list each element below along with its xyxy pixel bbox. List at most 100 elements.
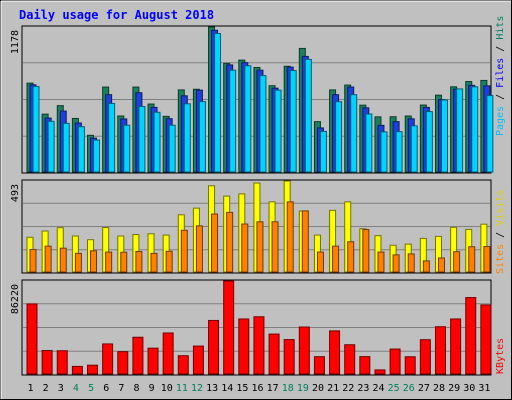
legend-sites: Sites	[495, 244, 506, 274]
bar-sites-day-4	[74, 252, 82, 273]
bar-sites-day-30	[468, 246, 476, 273]
bar-kbytes-day-16	[253, 316, 265, 375]
legend-kbytes: KBytes	[495, 338, 506, 374]
day-label-17: 17	[267, 383, 279, 394]
day-label-15: 15	[236, 383, 248, 394]
bar-kbytes-day-17	[268, 333, 280, 375]
bar-pages-day-15	[244, 65, 252, 173]
bar-sites-day-19	[301, 210, 309, 273]
bar-pages-day-20	[319, 130, 327, 173]
bar-kbytes-day-28	[434, 326, 446, 375]
day-label-12: 12	[191, 383, 203, 394]
bar-kbytes-day-12	[192, 345, 204, 375]
day-label-18: 18	[282, 383, 294, 394]
day-label-7: 7	[118, 383, 124, 394]
bar-sites-day-31	[483, 246, 491, 273]
legend-separator: /	[495, 40, 506, 58]
bar-kbytes-day-18	[283, 339, 295, 375]
bar-pages-day-24	[380, 131, 388, 173]
day-label-8: 8	[133, 383, 139, 394]
bar-pages-day-25	[395, 131, 403, 173]
day-label-27: 27	[418, 383, 430, 394]
bar-sites-day-25	[392, 254, 400, 273]
day-label-16: 16	[251, 383, 263, 394]
bar-kbytes-day-26	[404, 356, 416, 375]
bar-kbytes-day-29	[450, 318, 462, 375]
panel-hits_files_pages: 1178	[10, 25, 494, 174]
legend-separator: /	[495, 226, 506, 244]
legend-pages: Pages	[495, 106, 506, 136]
bar-kbytes-day-1	[26, 303, 38, 375]
bar-sites-day-1	[29, 248, 37, 273]
legend-kbytes: KBytes	[495, 338, 506, 374]
bar-pages-day-17	[274, 89, 282, 173]
bar-sites-day-12	[195, 225, 203, 273]
bar-pages-day-4	[77, 126, 85, 173]
day-label-24: 24	[373, 383, 385, 394]
bar-kbytes-day-5	[87, 364, 99, 375]
bar-sites-day-27	[422, 260, 430, 273]
bar-pages-day-22	[350, 94, 358, 173]
bar-kbytes-day-4	[71, 365, 83, 375]
bar-pages-day-5	[93, 139, 101, 173]
y-max-label-kbytes: 86220	[10, 284, 21, 314]
bar-sites-day-15	[241, 223, 249, 273]
panel-kbytes: 86220	[10, 279, 492, 376]
bar-pages-day-12	[198, 101, 206, 173]
bar-pages-day-19	[304, 58, 312, 173]
bar-sites-day-20	[316, 251, 324, 273]
day-label-13: 13	[206, 383, 218, 394]
bar-sites-day-26	[407, 253, 415, 273]
day-label-5: 5	[88, 383, 94, 394]
day-label-3: 3	[58, 383, 64, 394]
legend-hits: Hits	[495, 16, 506, 40]
bar-kbytes-day-10	[162, 332, 174, 375]
bar-kbytes-day-14	[223, 280, 235, 375]
bar-kbytes-day-23	[359, 356, 371, 375]
bar-pages-day-23	[365, 113, 373, 173]
legend-visits: Visits	[495, 190, 506, 226]
bar-sites-day-2	[44, 245, 52, 273]
bar-kbytes-day-21	[329, 330, 341, 375]
bar-pages-day-6	[108, 102, 116, 173]
day-label-21: 21	[327, 383, 339, 394]
day-label-11: 11	[176, 383, 188, 394]
bar-pages-day-7	[123, 124, 131, 173]
bar-sites-day-28	[437, 257, 445, 273]
bar-kbytes-day-2	[41, 349, 53, 375]
day-label-26: 26	[403, 383, 415, 394]
bar-pages-day-8	[138, 106, 146, 173]
legend-pages-files-hits: Pages / Files / Hits	[495, 16, 506, 136]
bar-pages-day-10	[168, 124, 176, 173]
bar-pages-day-2	[47, 120, 55, 173]
bar-kbytes-day-27	[419, 339, 431, 375]
day-label-28: 28	[433, 383, 445, 394]
bar-pages-day-27	[425, 111, 433, 173]
bar-pages-day-1	[32, 86, 40, 173]
bar-sites-day-9	[150, 252, 158, 273]
day-label-6: 6	[103, 383, 109, 394]
legend-sites-visits: Sites / Visits	[495, 190, 506, 274]
day-label-1: 1	[28, 383, 34, 394]
day-label-31: 31	[478, 383, 490, 394]
bar-kbytes-day-7	[117, 351, 129, 375]
day-label-14: 14	[221, 383, 233, 394]
bar-kbytes-day-15	[238, 318, 250, 375]
bar-pages-day-29	[456, 88, 464, 173]
bar-kbytes-day-22	[344, 344, 356, 375]
bar-sites-day-23	[362, 229, 370, 273]
panel-sites_visits: 493	[10, 179, 492, 274]
day-label-23: 23	[357, 383, 369, 394]
legend-separator: /	[495, 88, 506, 106]
bar-sites-day-8	[135, 251, 143, 273]
bar-pages-day-3	[62, 122, 70, 173]
bar-pages-day-21	[335, 101, 343, 173]
bar-kbytes-day-30	[465, 297, 477, 375]
bar-pages-day-14	[229, 69, 237, 173]
day-label-9: 9	[149, 383, 155, 394]
bar-pages-day-18	[289, 70, 297, 173]
bar-pages-day-28	[440, 99, 448, 173]
day-label-2: 2	[43, 383, 49, 394]
bar-kbytes-day-11	[177, 355, 189, 375]
